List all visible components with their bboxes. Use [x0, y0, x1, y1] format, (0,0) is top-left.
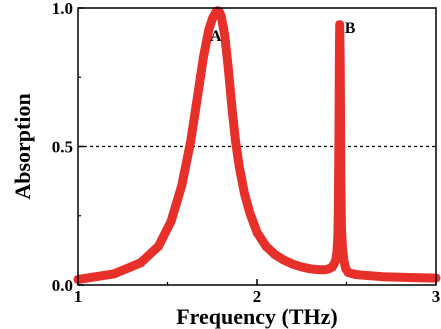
data-point	[217, 12, 225, 20]
data-point	[336, 21, 344, 29]
y-axis-title: Absorption	[10, 93, 35, 199]
plot-area	[73, 6, 441, 284]
data-point	[335, 129, 343, 137]
axes: 1 2 3 0.0 0.5 1.0 A B	[52, 0, 441, 306]
data-point	[215, 8, 223, 16]
data-point	[414, 274, 422, 282]
data-point	[336, 59, 344, 67]
x-tick-label: 1	[74, 287, 83, 306]
data-point	[344, 269, 352, 277]
data-point	[224, 65, 232, 73]
data-point	[340, 256, 348, 264]
data-point	[360, 271, 368, 279]
data-point	[330, 260, 338, 268]
annotation-a: A	[210, 28, 222, 45]
data-point	[228, 104, 236, 112]
data-point	[271, 251, 279, 259]
data-point	[337, 226, 345, 234]
data-point	[178, 181, 186, 189]
plot-frame	[77, 7, 437, 286]
data-point	[221, 32, 229, 40]
data-point	[155, 242, 163, 250]
data-point	[325, 265, 333, 273]
data-point	[339, 245, 347, 253]
data-point	[137, 259, 145, 267]
data-point	[351, 270, 359, 278]
data-point	[316, 266, 324, 274]
y-tick-label: 0.5	[52, 138, 73, 157]
data-point	[167, 217, 175, 225]
data-point	[240, 190, 248, 198]
data-point	[307, 265, 315, 273]
data-point	[262, 242, 270, 250]
y-tick-label: 0.0	[52, 276, 73, 295]
data-point	[321, 266, 329, 274]
data-point	[235, 162, 243, 170]
data-point	[246, 209, 254, 217]
data-point	[334, 198, 342, 206]
data-point	[253, 228, 261, 236]
x-axis-title: Frequency (THz)	[176, 304, 338, 329]
data-point	[187, 137, 195, 145]
data-point	[298, 263, 306, 271]
data-point	[280, 256, 288, 264]
data-point	[289, 260, 297, 268]
data-point	[333, 248, 341, 256]
data-point	[337, 170, 345, 178]
data-point	[110, 270, 118, 278]
x-tick-label: 2	[253, 287, 262, 306]
data-point	[396, 273, 404, 281]
data-point	[342, 264, 350, 272]
data-point	[199, 54, 207, 62]
data-point	[378, 273, 386, 281]
data-point	[334, 231, 342, 239]
data-point	[332, 256, 340, 264]
y-tick-label: 1.0	[52, 0, 73, 18]
annotation-b: B	[345, 20, 356, 37]
x-tick-label: 3	[432, 287, 441, 306]
data-point	[232, 137, 240, 145]
data-point	[194, 90, 202, 98]
data-point	[208, 15, 216, 23]
series-line	[73, 6, 441, 284]
data-point	[205, 26, 213, 34]
